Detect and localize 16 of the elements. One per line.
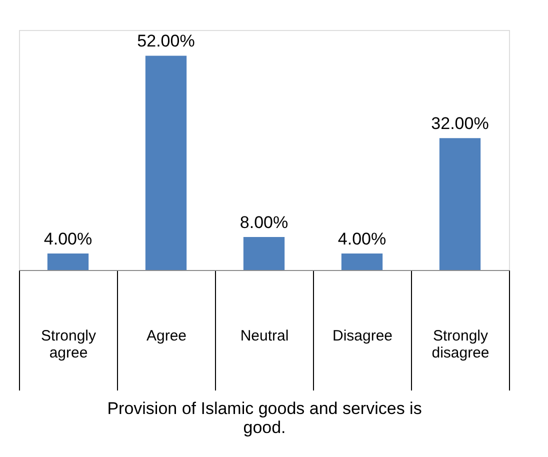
bar — [47, 254, 89, 270]
data-label: 52.00% — [137, 32, 195, 51]
data-label: 4.00% — [338, 230, 386, 249]
x-tick-label: Strongly agree — [40, 328, 97, 362]
bar — [439, 138, 481, 270]
data-label: 8.00% — [240, 213, 288, 232]
x-tick-label: Neutral — [240, 328, 289, 344]
bar — [243, 237, 285, 270]
x-axis-title: Provision of Islamic goods and services is good. — [107, 399, 422, 437]
data-label: 32.00% — [431, 114, 489, 134]
x-tick-label: Agree — [146, 328, 187, 344]
data-label: 4.00% — [44, 230, 92, 249]
x-tick-label: Strongly disagree — [432, 328, 490, 362]
x-tick-label: Disagree — [332, 328, 393, 344]
bar — [145, 56, 187, 270]
bar — [341, 254, 383, 270]
